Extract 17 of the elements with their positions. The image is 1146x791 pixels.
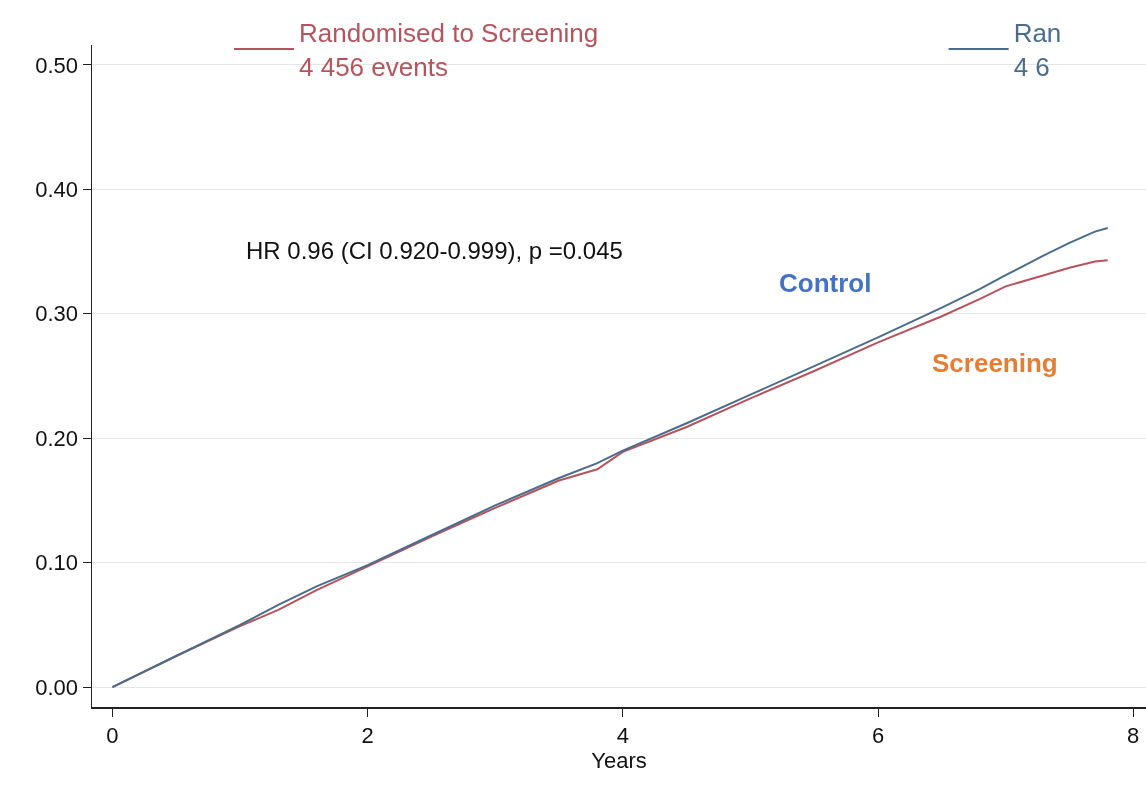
annotation: Control [779, 268, 872, 298]
annotation: Screening [932, 348, 1058, 378]
annotation: HR 0.96 (CI 0.920-0.999), p =0.045 [246, 237, 623, 264]
y-tick-label: 0.20 [35, 425, 79, 451]
y-tick-label: 0.50 [35, 52, 79, 78]
x-tick-label: 8 [1127, 722, 1140, 748]
x-tick-label: 4 [616, 722, 629, 748]
y-tick-label: 0.30 [35, 301, 79, 327]
legend-label: Randomised to Screening 4 456 events [299, 18, 599, 82]
x-tick-label: 2 [361, 722, 374, 748]
y-tick-label: 0.10 [35, 550, 79, 576]
x-tick-label: 0 [106, 722, 119, 748]
y-tick-label: 0.40 [35, 177, 79, 203]
y-tick-label: 0.00 [35, 674, 79, 700]
x-axis-title: Years [591, 747, 647, 773]
x-tick-label: 6 [871, 722, 885, 748]
legend-label: Ran 4 6 [1013, 18, 1062, 82]
